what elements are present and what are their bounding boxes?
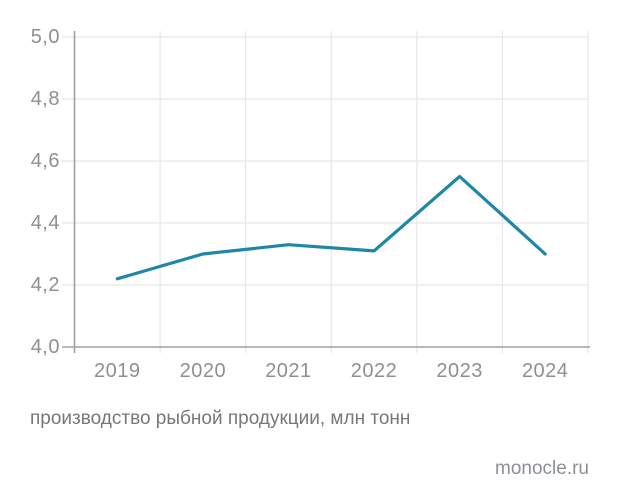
y-tick-label: 4,4 bbox=[30, 212, 60, 234]
x-tick-label: 2022 bbox=[350, 360, 398, 382]
y-tick-label: 4,2 bbox=[30, 274, 60, 296]
x-tick-label: 2021 bbox=[265, 360, 312, 382]
x-tick-label: 2024 bbox=[521, 360, 569, 382]
x-tick-label: 2019 bbox=[94, 360, 141, 382]
y-tick-label: 5,0 bbox=[30, 26, 60, 48]
chart-caption: производство рыбной продукции, млн тонн bbox=[30, 408, 411, 429]
data-series-line bbox=[115, 174, 547, 281]
y-tick-label: 4,8 bbox=[30, 88, 60, 110]
y-tick-label: 4,6 bbox=[30, 150, 60, 172]
y-tick-label: 4,0 bbox=[30, 336, 60, 358]
x-tick-label: 2020 bbox=[179, 360, 227, 382]
watermark-link: monocle.ru bbox=[495, 458, 589, 479]
x-tick-label: 2023 bbox=[436, 360, 483, 382]
